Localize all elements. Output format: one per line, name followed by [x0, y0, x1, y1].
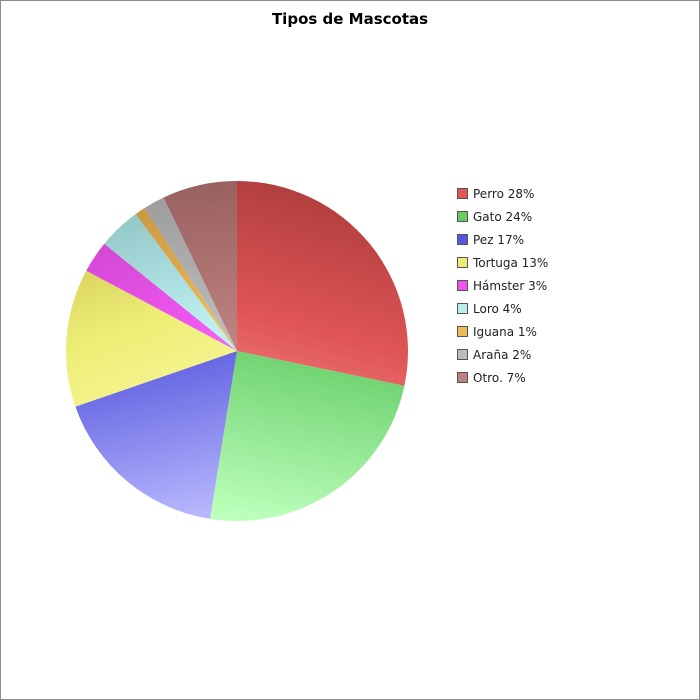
legend-item-iguana-1: Iguana 1% [457, 320, 548, 343]
pie-slice-perro-28 [237, 181, 409, 386]
legend-label: Pez 17% [473, 232, 524, 247]
pie-slice-arana-2 [144, 197, 237, 351]
legend-label: Perro 28% [473, 186, 535, 201]
pie-slice-hamster-3 [86, 243, 237, 351]
pie-slice-gato-24 [209, 351, 405, 521]
legend-item-gato-24: Gato 24% [457, 205, 548, 228]
legend-swatch [457, 234, 468, 245]
pie-slice-loro-4 [104, 214, 237, 351]
legend: Perro 28% Gato 24% Pez 17% Tortuga 13% Hámst… [457, 182, 548, 389]
legend-item-perro-28: Perro 28% [457, 182, 548, 205]
legend-item-pez-17: Pez 17% [457, 228, 548, 251]
legend-label: Otro. 7% [473, 370, 526, 385]
legend-swatch [457, 326, 468, 337]
legend-item-hamster-3: Hámster 3% [457, 274, 548, 297]
legend-swatch [457, 303, 468, 314]
legend-item-loro-4: Loro 4% [457, 297, 548, 320]
legend-label: Tortuga 13% [473, 255, 549, 270]
legend-swatch [457, 257, 468, 268]
legend-label: Loro 4% [473, 301, 522, 316]
legend-swatch [457, 211, 468, 222]
legend-label: Araña 2% [473, 347, 532, 362]
legend-item-otro-7: Otro. 7% [457, 366, 548, 389]
legend-item-tortuga-13: Tortuga 13% [457, 251, 548, 274]
pie-slice-pez-17 [75, 351, 237, 519]
legend-swatch [457, 280, 468, 291]
legend-label: Gato 24% [473, 209, 533, 224]
legend-label: Iguana 1% [473, 324, 537, 339]
legend-item-arana-2: Araña 2% [457, 343, 548, 366]
pie-slice-tortuga-13 [65, 270, 237, 407]
legend-swatch [457, 372, 468, 383]
legend-label: Hámster 3% [473, 278, 548, 293]
legend-swatch [457, 188, 468, 199]
pie-slice-otro-7 [163, 181, 237, 351]
pie-slice-iguana-1 [135, 207, 237, 351]
chart-title: Tipos de Mascotas [271, 10, 429, 28]
legend-swatch [457, 349, 468, 360]
